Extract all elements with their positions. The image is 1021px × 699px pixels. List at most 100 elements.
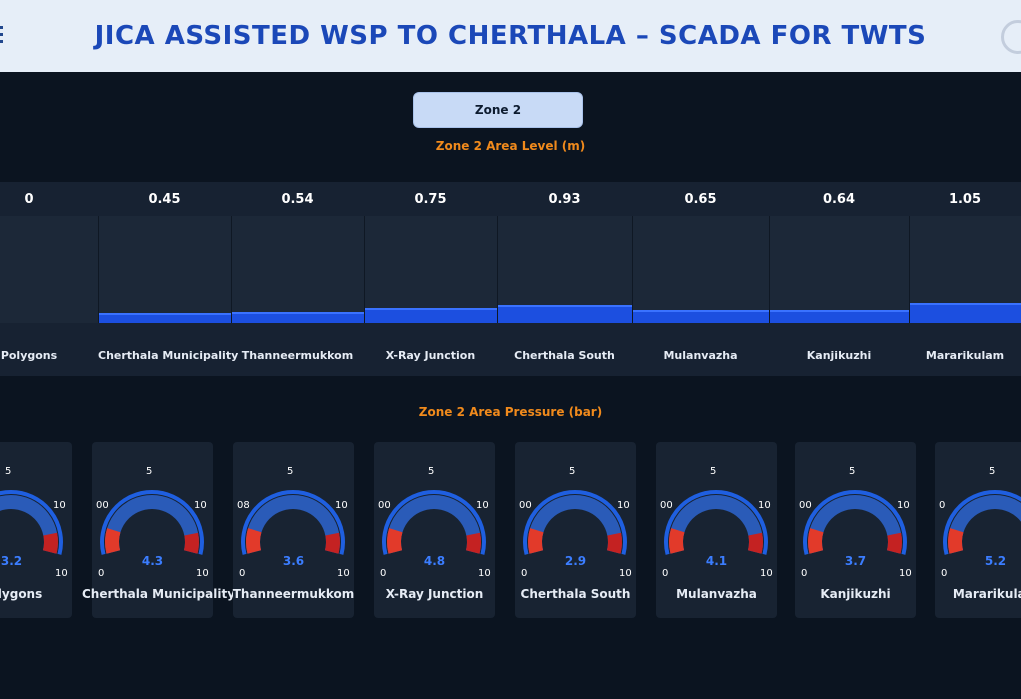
gauge-high-zone (42, 532, 58, 554)
level-bar-track (909, 216, 1021, 323)
level-bar-track (769, 216, 909, 323)
gauge-scale-label: 5 (569, 466, 576, 477)
gauge-scale-label: 00 (378, 500, 391, 511)
gauge-scale-label: 10 (337, 568, 350, 579)
gauge-scale-label: 10 (897, 500, 910, 511)
level-bar-fill (633, 310, 769, 323)
gauge-scale-label: 5 (5, 466, 12, 477)
level-column-item: 0.75 X-Ray Junction (364, 182, 497, 376)
gauge-scale-label: 5 (146, 466, 153, 477)
pressure-gauge-card: 5 10 10 0 00 2.9 Cherthala South (515, 442, 636, 618)
gauge-outer-ring (382, 490, 486, 555)
level-bar-fill (232, 312, 364, 323)
level-area-name: Cherthala South (514, 349, 615, 362)
pressure-value: 3.7 (844, 554, 867, 568)
pressure-gauge-dial (664, 490, 768, 555)
level-value: 0.93 (548, 192, 581, 207)
level-column-item: 0.45 Cherthala Municipality (98, 182, 239, 376)
level-bar-track (632, 216, 769, 323)
pressure-value: 5.2 (984, 554, 1007, 568)
pressure-gauge-dial (523, 490, 627, 555)
pressure-gauge-card: 5 10 10 0 00 4.8 X-Ray Junction (374, 442, 495, 618)
level-bar-fill (910, 303, 1021, 323)
level-area-name: X-Ray Junction (385, 349, 476, 362)
pressure-area-name: Mulanvazha (676, 587, 757, 601)
gauge-low-zone (808, 528, 824, 554)
gauge-high-zone (183, 532, 199, 554)
pressure-value: 2.9 (564, 554, 587, 568)
pressure-gauge-dial (0, 490, 63, 555)
pressure-value: 4.8 (423, 554, 446, 568)
level-value: 0.54 (281, 192, 314, 207)
gauge-scale-label: 10 (617, 500, 630, 511)
level-section-title: Zone 2 Area Level (m) (435, 139, 586, 153)
gauge-high-zone (324, 532, 340, 554)
pressure-area-name: Thanneermukkom (232, 587, 355, 601)
pressure-area-name: X-Ray Junction (385, 587, 484, 601)
gauge-track (0, 495, 58, 554)
level-value: 1.05 (948, 192, 982, 207)
pressure-gauge-card: 5101003.2Polygons (0, 442, 72, 618)
pressure-gauge-card: 5 10 10 0 00 3.7 Kanjikuzhi (795, 442, 916, 618)
gauge-outer-ring (241, 490, 345, 555)
gauge-scale-label: 0 (239, 568, 246, 579)
gauge-scale-label: 10 (194, 500, 207, 511)
pressure-gauge-card: 5 10 10 0 00 4.1 Mulanvazha (656, 442, 777, 618)
level-column-item: 0.65 Mulanvazha (632, 182, 769, 376)
gauge-track (528, 495, 622, 554)
gauge-outer-ring (523, 490, 627, 555)
level-value: 0.75 (414, 192, 447, 207)
level-value: 0.45 (148, 192, 181, 207)
gauge-scale-label: 10 (53, 500, 66, 511)
gauge-track (246, 495, 340, 554)
level-bar-track (231, 216, 364, 323)
gauge-scale-label: 0 (662, 568, 669, 579)
pressure-gauge-dial (382, 490, 486, 555)
level-column-item: 0.54 Thanneermukkom (231, 182, 364, 376)
gauge-low-zone (246, 528, 262, 554)
pressure-value: 3.6 (282, 554, 305, 568)
gauge-scale-label: 0 (521, 568, 528, 579)
gauge-high-zone (886, 532, 902, 554)
pressure-value: 4.1 (705, 554, 728, 568)
gauge-outer-ring (100, 490, 204, 555)
gauge-scale-label: 00 (519, 500, 532, 511)
level-area-name: Cherthala Municipality (98, 349, 239, 362)
level-column-item: 0.93 Cherthala South (497, 182, 632, 376)
level-area-name: Kanjikuzhi (806, 349, 872, 362)
zone-2-tab[interactable]: Zone 2 (413, 92, 583, 128)
gauge-high-zone (465, 532, 481, 554)
gauge-scale-label: 08 (237, 500, 250, 511)
pressure-area-name: Cherthala South (520, 587, 631, 601)
pressure-area-name: Mararikulam (952, 587, 1021, 601)
level-value: 0.65 (684, 192, 717, 207)
pressure-gauge-card: 5 10 10 0 00 4.3 Cherthala Municipality (82, 442, 235, 618)
gauge-scale-label: 10 (335, 500, 348, 511)
gauge-scale-label: 5 (428, 466, 435, 477)
level-area-name: Mulanvazha (663, 349, 738, 362)
level-bar-fill (99, 313, 231, 323)
level-area-name: Thanneermukkom (241, 349, 354, 362)
gauge-high-zone (606, 532, 622, 554)
level-panel: 0 Polygons 0.45 Cherthala Municipality 0.54 T… (0, 182, 1021, 376)
gauge-outer-ring (0, 490, 63, 555)
gauge-high-zone (747, 532, 763, 554)
pressure-gauge-card: 5 10 10 0 08 3.6 Thanneermukkom (233, 442, 354, 618)
gauge-scale-label: 0 (380, 568, 387, 579)
level-area-name: Mararikulam (925, 349, 1005, 362)
gauge-outer-ring (943, 490, 1021, 555)
gauge-low-zone (669, 528, 685, 554)
level-column-item: 0.64 Kanjikuzhi (769, 182, 909, 376)
level-column-item: 1.05 Mararikulam (909, 182, 1021, 376)
pressure-value: 4.3 (141, 554, 164, 568)
gauge-scale-label: 00 (96, 500, 109, 511)
title-banner: JICA ASSISTED WSP TO CHERTHALA – SCADA F… (0, 0, 1021, 72)
pressure-gauge-dial (943, 490, 1021, 555)
pressure-gauge-dial (241, 490, 345, 555)
pressure-section-title: Zone 2 Area Pressure (bar) (418, 405, 603, 419)
pressure-area-name: Polygons (0, 587, 43, 601)
gauge-outer-ring (664, 490, 768, 555)
page-title: JICA ASSISTED WSP TO CHERTHALA – SCADA F… (94, 21, 927, 51)
pressure-value: 3.2 (0, 554, 23, 568)
level-value: 0.64 (822, 192, 856, 207)
